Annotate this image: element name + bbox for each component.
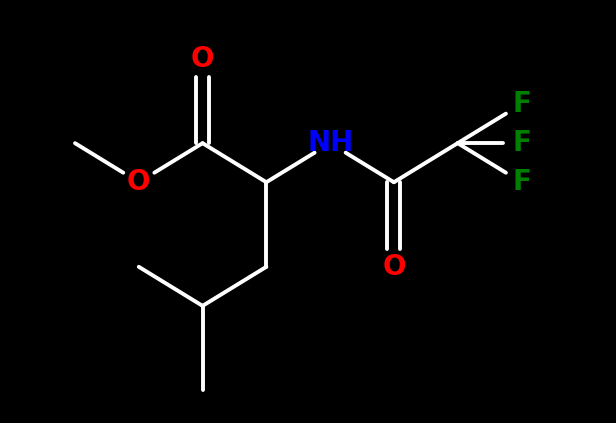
- Text: NH: NH: [307, 129, 353, 157]
- Text: F: F: [512, 168, 531, 196]
- Text: F: F: [512, 129, 531, 157]
- Text: O: O: [191, 44, 214, 73]
- Text: O: O: [127, 168, 150, 196]
- Text: F: F: [512, 90, 531, 118]
- Text: O: O: [382, 253, 406, 281]
